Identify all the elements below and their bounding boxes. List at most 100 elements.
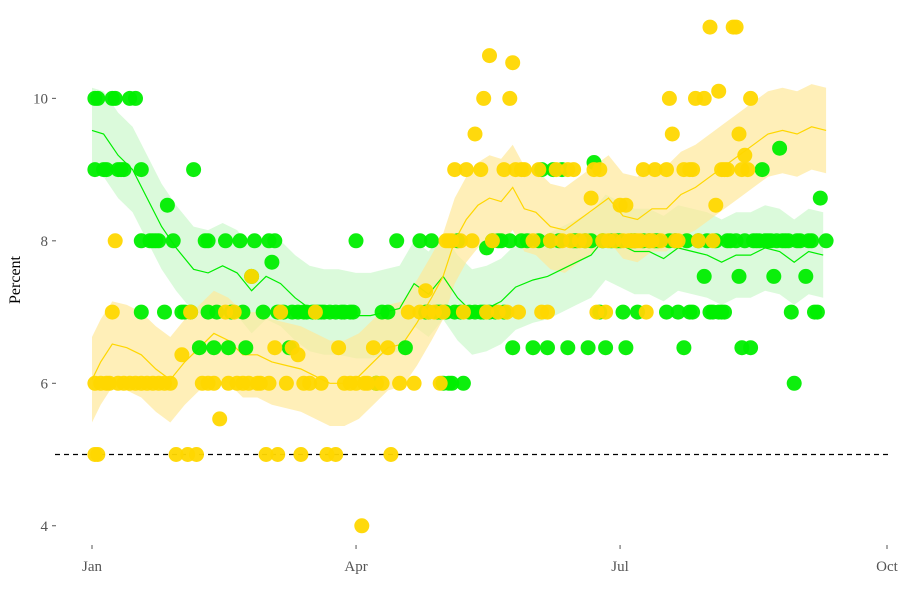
data-point-0 <box>238 340 254 356</box>
data-point-0 <box>717 304 732 320</box>
data-point-0 <box>165 233 181 249</box>
data-point-1 <box>476 90 492 106</box>
data-point-1 <box>505 55 521 71</box>
data-point-0 <box>345 304 361 320</box>
trend-lines <box>91 126 827 384</box>
data-point-1 <box>174 347 190 363</box>
data-point-1 <box>711 83 727 99</box>
data-point-0 <box>444 375 460 391</box>
data-point-0 <box>200 233 216 249</box>
data-point-1 <box>435 304 451 320</box>
data-point-1 <box>583 190 599 206</box>
data-point-1 <box>696 90 712 106</box>
data-point-1 <box>598 304 614 320</box>
data-point-1 <box>447 162 463 178</box>
data-point-1 <box>418 283 434 299</box>
data-point-1 <box>392 375 408 391</box>
data-point-0 <box>157 304 172 320</box>
y-axis-title: Percent <box>7 255 24 304</box>
data-point-1 <box>458 162 474 178</box>
confidence-bands <box>92 84 827 426</box>
data-point-0 <box>685 304 701 320</box>
data-point-1 <box>479 304 495 320</box>
data-point-1 <box>293 447 309 462</box>
data-point-1 <box>740 162 756 178</box>
data-point-0 <box>90 90 106 106</box>
data-point-1 <box>482 48 497 64</box>
data-point-1 <box>525 233 541 249</box>
data-point-1 <box>743 90 759 106</box>
data-point-1 <box>464 233 480 249</box>
data-point-1 <box>380 340 396 356</box>
data-point-1 <box>189 447 204 462</box>
data-point-0 <box>206 340 222 356</box>
y-tick-label: 10 <box>33 91 48 107</box>
data-point-0 <box>424 233 439 249</box>
y-tick-label: 6 <box>41 376 49 392</box>
data-point-0 <box>159 197 175 213</box>
data-point-1 <box>502 90 518 106</box>
data-point-1 <box>261 375 277 391</box>
trend-line-0 <box>91 129 824 317</box>
data-point-0 <box>670 304 686 320</box>
data-point-0 <box>220 340 236 356</box>
data-point-1 <box>374 375 390 391</box>
confidence-band-0 <box>92 87 824 359</box>
data-point-0 <box>786 375 802 391</box>
data-point-1 <box>400 304 416 320</box>
data-point-1 <box>432 375 448 391</box>
data-point-1 <box>473 162 489 178</box>
data-point-0 <box>580 340 596 356</box>
data-point-1 <box>496 162 512 178</box>
data-point-1 <box>516 162 532 178</box>
data-point-1 <box>365 340 381 356</box>
data-point-0 <box>772 140 788 156</box>
data-point-1 <box>270 447 286 462</box>
data-point-1 <box>690 233 706 249</box>
data-point-0 <box>502 233 518 249</box>
data-point-0 <box>389 233 405 249</box>
y-axis: 4 6 8 10 <box>33 91 56 535</box>
data-point-0 <box>783 304 799 320</box>
data-point-1 <box>719 162 735 178</box>
data-point-1 <box>226 304 242 320</box>
data-point-1 <box>258 447 274 462</box>
data-point-1 <box>453 233 468 249</box>
x-tick-label: Jan <box>82 559 102 575</box>
data-point-0 <box>818 233 834 249</box>
data-point-0 <box>540 340 555 356</box>
data-point-1 <box>183 304 199 320</box>
data-point-1 <box>737 147 753 163</box>
data-point-1 <box>290 347 306 363</box>
data-point-0 <box>412 233 428 249</box>
data-point-1 <box>354 518 370 534</box>
data-point-0 <box>247 233 262 249</box>
data-point-1 <box>542 233 558 249</box>
data-point-1 <box>635 162 651 178</box>
data-point-1 <box>206 375 222 391</box>
data-points <box>87 19 834 534</box>
x-tick-label: Jul <box>611 559 629 575</box>
data-point-0 <box>812 190 828 206</box>
data-point-0 <box>696 268 712 284</box>
data-point-0 <box>380 304 396 320</box>
data-point-0 <box>731 268 747 284</box>
x-axis: Jan Apr Jul Oct <box>82 545 899 575</box>
data-point-1 <box>653 233 669 249</box>
data-point-1 <box>577 233 593 249</box>
data-point-1 <box>638 304 654 320</box>
data-point-0 <box>525 340 541 356</box>
data-point-1 <box>267 340 283 356</box>
data-point-1 <box>455 304 471 320</box>
data-point-0 <box>505 340 521 356</box>
data-point-0 <box>809 304 825 320</box>
data-point-1 <box>647 162 663 178</box>
data-point-1 <box>331 340 347 356</box>
x-tick-label: Apr <box>344 559 367 575</box>
data-point-0 <box>232 233 248 249</box>
data-point-0 <box>798 268 814 284</box>
data-point-0 <box>133 304 149 320</box>
data-point-0 <box>804 233 820 249</box>
data-point-0 <box>598 340 614 356</box>
